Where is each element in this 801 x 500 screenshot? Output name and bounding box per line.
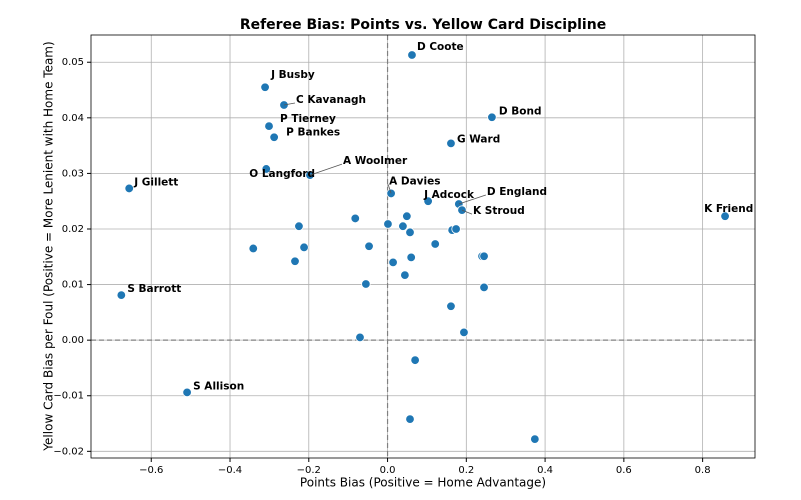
point	[124, 183, 134, 194]
leader-line	[309, 163, 343, 176]
y-tick-label: −0.02	[53, 446, 84, 457]
point	[479, 251, 489, 261]
point	[720, 211, 730, 221]
point	[479, 282, 489, 293]
x-tick-label: 0.2	[458, 465, 474, 476]
point-label: A Davies	[389, 175, 440, 187]
point	[410, 355, 420, 365]
point	[451, 224, 461, 234]
leader-line	[283, 102, 296, 106]
point	[261, 164, 271, 174]
chart-title: Referee Bias: Points vs. Yellow Card Dis…	[240, 17, 606, 33]
y-tick-label: 0.04	[62, 113, 84, 124]
point	[487, 112, 497, 122]
x-tick-label: −0.6	[139, 465, 163, 476]
x-tick-label: 0.0	[380, 465, 396, 476]
point	[530, 434, 540, 444]
point	[248, 243, 258, 254]
point-label: S Barrott	[127, 283, 181, 295]
point	[299, 242, 309, 253]
point	[423, 196, 433, 206]
y-axis-label: Yellow Card Bias per Foul (Positive = Mo…	[42, 41, 56, 451]
x-tick-label: 0.8	[695, 465, 711, 476]
point-label: A Woolmer	[343, 155, 408, 167]
point-label: G Ward	[457, 133, 500, 145]
point-label: S Allison	[193, 380, 244, 392]
point	[446, 301, 456, 311]
point-label: O Langford	[249, 168, 315, 180]
point-label: J Busby	[270, 69, 315, 81]
x-tick-label: −0.4	[218, 465, 242, 476]
point-label: D Bond	[499, 105, 542, 117]
point	[400, 270, 410, 280]
point	[269, 132, 279, 142]
point	[430, 239, 440, 249]
point-label: K Stroud	[473, 205, 525, 217]
leader-line	[387, 184, 392, 194]
point	[264, 121, 274, 131]
point	[405, 227, 415, 238]
point	[406, 252, 416, 263]
point	[355, 332, 365, 343]
y-tick-label: 0.01	[62, 280, 84, 291]
point-label: D Coote	[417, 41, 464, 53]
point	[388, 257, 398, 268]
point	[182, 387, 192, 398]
point	[364, 241, 374, 251]
point-label: J Adcock	[423, 189, 475, 201]
y-tick-label: 0.00	[62, 335, 84, 346]
y-tick-label: 0.02	[62, 224, 84, 235]
y-tick-label: 0.05	[62, 57, 84, 68]
y-tick-label: −0.01	[53, 391, 84, 402]
point-label: P Bankes	[286, 126, 340, 138]
point	[407, 50, 417, 60]
point-label: C Kavanagh	[296, 94, 366, 106]
plot-frame	[90, 34, 756, 459]
point	[386, 188, 396, 199]
point	[290, 256, 300, 266]
point-label: K Friend	[704, 203, 753, 215]
point-label: D England	[487, 186, 547, 198]
point	[383, 219, 393, 229]
point	[260, 82, 270, 92]
x-axis-label: Points Bias (Positive = Home Advantage)	[300, 476, 546, 490]
point	[350, 213, 360, 224]
point	[116, 290, 127, 300]
point	[405, 414, 415, 424]
point	[459, 327, 469, 338]
point-label: J Gillett	[133, 176, 178, 188]
point	[446, 138, 456, 149]
point	[402, 211, 412, 221]
leader-line	[458, 194, 486, 205]
point	[398, 221, 408, 231]
x-tick-label: 0.4	[537, 465, 553, 476]
y-tick-label: 0.03	[62, 168, 84, 179]
point-label: P Tierney	[280, 113, 336, 125]
x-tick-label: 0.6	[616, 465, 632, 476]
point	[294, 221, 304, 231]
leader-line	[461, 209, 473, 215]
point	[361, 279, 371, 289]
x-tick-label: −0.2	[297, 465, 321, 476]
